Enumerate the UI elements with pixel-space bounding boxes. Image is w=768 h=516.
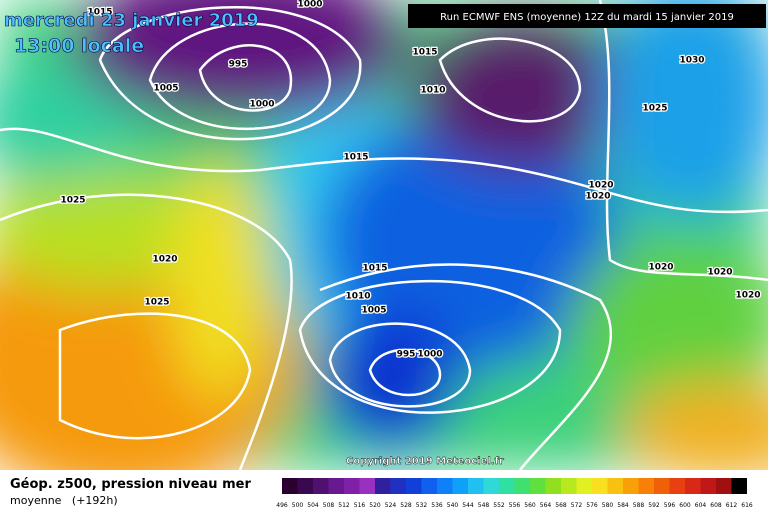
scale-swatch xyxy=(452,478,468,494)
scale-label: 576 xyxy=(586,502,598,509)
scale-label: 608 xyxy=(710,502,722,509)
isobar-label: 1000 xyxy=(417,350,442,360)
isobar-label: 1030 xyxy=(679,56,704,66)
isobar-label: 995 xyxy=(229,60,248,70)
isobar-label: 1020 xyxy=(735,291,760,301)
isobar-label: 1010 xyxy=(345,292,370,302)
isobar-label: 1010 xyxy=(420,86,445,96)
scale-label: 564 xyxy=(540,502,552,509)
scale-label: 496 xyxy=(276,502,288,509)
scale-label: 520 xyxy=(369,502,381,509)
scale-swatch xyxy=(483,478,499,494)
scale-label: 512 xyxy=(338,502,350,509)
scale-label: 540 xyxy=(447,502,459,509)
scale-swatch xyxy=(561,478,577,494)
isobar-label: 1020 xyxy=(648,263,673,273)
isobar-label: 1025 xyxy=(60,196,85,206)
scale-label: 572 xyxy=(571,502,583,509)
isobar-label: 1005 xyxy=(153,84,178,94)
isobar-label: 1015 xyxy=(343,153,368,163)
isobar-label: 1020 xyxy=(588,181,613,191)
scale-label: 580 xyxy=(602,502,614,509)
scale-swatch xyxy=(623,478,639,494)
scale-label: 556 xyxy=(509,502,521,509)
scale-swatch xyxy=(576,478,592,494)
scale-swatch xyxy=(390,478,406,494)
scale-swatch xyxy=(499,478,515,494)
scale-label: 568 xyxy=(555,502,567,509)
scale-label: 516 xyxy=(354,502,366,509)
isobar-label: 1000 xyxy=(297,0,322,10)
footer-title: Géop. z500, pression niveau mer xyxy=(10,477,251,492)
time: 13:00 locale xyxy=(14,35,144,57)
isobar-label: 1025 xyxy=(144,298,169,308)
scale-label: 552 xyxy=(493,502,505,509)
copyright: Copyright 2019 Meteociel.fr xyxy=(346,456,504,467)
scale-swatch xyxy=(592,478,608,494)
isobar-labels: 1000 1015 995 1005 1000 1015 1010 1030 1025 1015 1… xyxy=(59,0,762,361)
scale-label: 528 xyxy=(400,502,412,509)
scale-swatch xyxy=(328,478,344,494)
scale-label: 544 xyxy=(462,502,474,509)
scale-swatch xyxy=(313,478,329,494)
scale-swatch xyxy=(731,478,747,494)
scale-swatch xyxy=(421,478,437,494)
scale-label: 548 xyxy=(478,502,490,509)
scale-label: 524 xyxy=(385,502,397,509)
scale-label: 508 xyxy=(323,502,335,509)
scale-swatch xyxy=(716,478,732,494)
scale-label: 616 xyxy=(741,502,753,509)
scale-label: 536 xyxy=(431,502,443,509)
isobar-label: 1025 xyxy=(642,104,667,114)
footer-subtitle: moyenne (+192h) xyxy=(10,494,118,507)
scale-swatch xyxy=(468,478,484,494)
isobar-label: 1020 xyxy=(152,255,177,265)
scale-swatch xyxy=(375,478,391,494)
scale-swatch xyxy=(359,478,375,494)
scale-label: 596 xyxy=(664,502,676,509)
scale-label: 600 xyxy=(679,502,691,509)
scale-label: 532 xyxy=(416,502,428,509)
scale-label: 504 xyxy=(307,502,319,509)
scale-label: 588 xyxy=(633,502,645,509)
scale-swatch xyxy=(437,478,453,494)
scale-swatch xyxy=(700,478,716,494)
scale-label: 500 xyxy=(292,502,304,509)
isobars xyxy=(0,0,768,470)
isobar-label: 1000 xyxy=(249,100,274,110)
scale-swatch xyxy=(654,478,670,494)
isobar-label: 1020 xyxy=(707,268,732,278)
run-box xyxy=(408,4,766,28)
scale-label: 604 xyxy=(695,502,707,509)
scale-swatch xyxy=(282,478,298,494)
geopotential-field xyxy=(0,0,768,500)
scale-swatch xyxy=(638,478,654,494)
scale-swatch xyxy=(607,478,623,494)
scale-swatch xyxy=(685,478,701,494)
isobar-label: 1005 xyxy=(361,306,386,316)
isobar-label: 1015 xyxy=(412,48,437,58)
scale-swatch xyxy=(406,478,422,494)
scale-swatch xyxy=(297,478,313,494)
date: mercredi 23 janvier 2019 xyxy=(4,10,259,31)
scale-label: 560 xyxy=(524,502,536,509)
isobar-label: 995 xyxy=(397,350,416,360)
scale-swatch xyxy=(530,478,546,494)
scale-label: 584 xyxy=(617,502,629,509)
isobar-label: 1015 xyxy=(362,264,387,274)
isobar-label: 1015 xyxy=(87,8,112,18)
scale-label: 612 xyxy=(726,502,738,509)
scale-swatch xyxy=(669,478,685,494)
isobar-label: 1020 xyxy=(585,192,610,202)
scale-label: 592 xyxy=(648,502,660,509)
run-info: Run ECMWF ENS (moyenne) 12Z du mardi 15 … xyxy=(440,12,734,23)
color-scale: 496 500 504 508 512 516 520 524 528 532 536 540 544 5… xyxy=(276,478,753,509)
scale-swatch xyxy=(545,478,561,494)
scale-swatch xyxy=(344,478,360,494)
scale-swatch xyxy=(514,478,530,494)
